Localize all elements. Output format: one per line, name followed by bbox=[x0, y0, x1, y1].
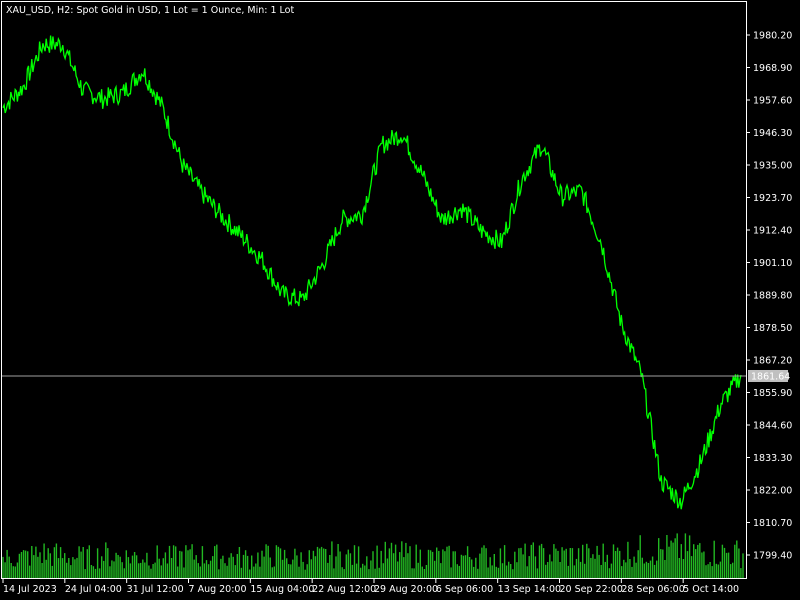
current-price-label-text: 1861.64 bbox=[751, 371, 790, 382]
volume-histogram bbox=[2, 533, 744, 578]
x-tick-label: 31 Jul 12:00 bbox=[127, 584, 184, 595]
y-tick-label: 1912.40 bbox=[753, 226, 792, 237]
y-tick-label: 1923.70 bbox=[753, 193, 792, 204]
y-tick-label: 1935.00 bbox=[753, 161, 792, 172]
price-series-line bbox=[2, 35, 742, 510]
y-tick-label: 1833.30 bbox=[753, 453, 792, 464]
y-tick-label: 1901.10 bbox=[753, 258, 792, 269]
x-tick-label: 29 Aug 20:00 bbox=[374, 584, 438, 595]
x-tick-label: 13 Sep 14:00 bbox=[498, 584, 561, 595]
x-tick-label: 22 Aug 12:00 bbox=[312, 584, 376, 595]
y-tick-label: 1855.90 bbox=[753, 388, 792, 399]
y-tick-label: 1980.20 bbox=[753, 31, 792, 42]
current-price-label: 1861.64 bbox=[748, 369, 790, 382]
y-tick-label: 1822.00 bbox=[753, 486, 792, 497]
y-tick-label: 1968.90 bbox=[753, 63, 792, 74]
x-tick-label: 6 Sep 06:00 bbox=[436, 584, 493, 595]
y-tick-label: 1799.40 bbox=[753, 551, 792, 562]
x-tick-label: 24 Jul 04:00 bbox=[65, 584, 122, 595]
x-tick-label: 20 Sep 22:00 bbox=[560, 584, 623, 595]
price-axis: 1980.20 1968.90 1957.60 1946.30 1935.00 1923.… bbox=[746, 31, 792, 562]
chart-title: XAU_USD, H2: Spot Gold in USD, 1 Lot = 1… bbox=[6, 5, 294, 16]
time-axis: 14 Jul 2023 24 Jul 04:00 31 Jul 12:00 7 Aug… bbox=[2, 578, 739, 595]
x-tick-label: 15 Aug 04:00 bbox=[250, 584, 314, 595]
x-tick-label: 5 Oct 14:00 bbox=[683, 584, 739, 595]
y-tick-label: 1957.60 bbox=[753, 96, 792, 107]
x-tick-label: 28 Sep 06:00 bbox=[621, 584, 684, 595]
x-tick-label: 7 Aug 20:00 bbox=[189, 584, 247, 595]
y-tick-label: 1889.80 bbox=[753, 291, 792, 302]
price-line bbox=[2, 35, 742, 510]
x-tick-label: 14 Jul 2023 bbox=[3, 584, 57, 595]
y-tick-label: 1844.60 bbox=[753, 421, 792, 432]
y-tick-label: 1810.70 bbox=[753, 518, 792, 529]
y-tick-label: 1878.50 bbox=[753, 323, 792, 334]
y-tick-label: 1867.20 bbox=[753, 356, 792, 367]
y-tick-label: 1946.30 bbox=[753, 128, 792, 139]
current-price-label-bg bbox=[748, 369, 788, 382]
